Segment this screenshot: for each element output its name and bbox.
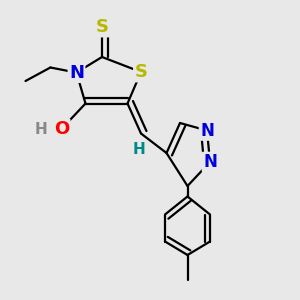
Text: S: S bbox=[134, 63, 148, 81]
Text: N: N bbox=[203, 153, 217, 171]
Text: S: S bbox=[95, 18, 109, 36]
Text: H: H bbox=[35, 122, 47, 136]
Text: H: H bbox=[133, 142, 146, 158]
Text: N: N bbox=[69, 64, 84, 82]
Text: N: N bbox=[200, 122, 214, 140]
Text: O: O bbox=[54, 120, 69, 138]
